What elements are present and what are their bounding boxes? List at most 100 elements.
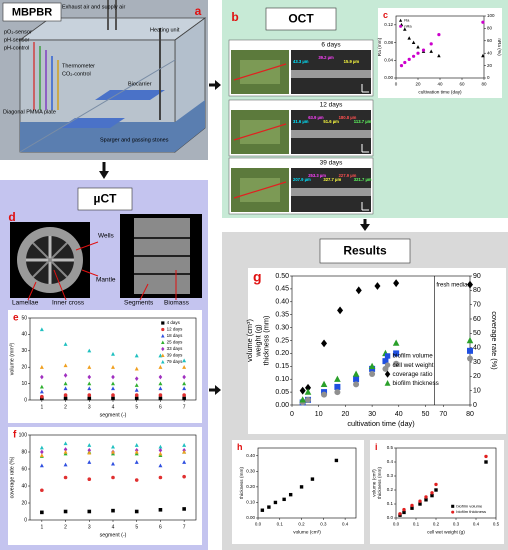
x-tick-label: 60: [459, 82, 465, 87]
data-point: [273, 500, 278, 505]
data-point: [412, 54, 416, 58]
data-point: [337, 306, 344, 315]
pointer: [53, 269, 67, 301]
data-point: [321, 391, 328, 398]
data-point: [421, 48, 426, 52]
data-point: [467, 280, 473, 289]
plot-frame: [395, 447, 497, 519]
data-point: [334, 458, 339, 463]
data-point: [87, 443, 92, 447]
pointer: [139, 283, 149, 301]
data-point: [403, 60, 407, 65]
data-point: [382, 358, 389, 365]
y-tick-label: 20: [21, 500, 27, 506]
data-point: [111, 393, 115, 397]
data-point: [481, 53, 485, 58]
y2-tick-label: 0: [487, 75, 490, 80]
data-point: [40, 449, 44, 455]
data-point: [87, 348, 92, 353]
data-point: [87, 447, 92, 453]
data-point: [374, 282, 381, 290]
x-axis-label: segment (-): [100, 532, 127, 538]
legend-label: 18 days: [167, 333, 184, 338]
data-point: [158, 393, 163, 397]
image-label: 39 days: [320, 160, 344, 167]
oct-band: [291, 188, 371, 196]
thickness-label: 227.9 µm: [339, 173, 357, 178]
x-tick-label: 0.3: [453, 522, 460, 527]
y2-tick-label: 20: [473, 373, 481, 380]
y-tick-label: 0.50: [275, 273, 289, 280]
arrow-head: [360, 224, 370, 231]
panel-letter: d: [8, 210, 15, 224]
y-axis-label: volume (cm³): [245, 319, 254, 362]
x-tick-label: 0.0: [393, 522, 400, 527]
data-point: [182, 449, 187, 454]
x-tick-label: 0.1: [413, 522, 420, 527]
thickness-label: 113.7 µm: [354, 119, 372, 124]
data-point: [63, 396, 68, 401]
data-point: [111, 381, 115, 386]
data-point: [111, 351, 115, 356]
data-point: [267, 505, 271, 509]
data-point: [424, 498, 428, 502]
x-tick-label: 50: [422, 411, 430, 418]
x-tick-label: 3: [88, 404, 91, 410]
panel-letter: g: [253, 269, 262, 285]
y-tick-label: 100: [19, 432, 28, 438]
legend-label: 79 days: [167, 359, 184, 364]
y2-tick-label: 40: [487, 50, 493, 55]
legend-label: coverage ratio: [393, 371, 433, 378]
x-tick-label: 10: [315, 411, 323, 418]
y-tick-label: 30: [21, 348, 27, 354]
data-point: [63, 441, 68, 446]
x-tick-label: 20: [415, 82, 421, 87]
y-tick-label: 0.20: [246, 484, 255, 489]
legend-label: biofilm volume: [456, 503, 483, 508]
data-point: [111, 449, 115, 454]
mbpbr-label: Biocarrier: [128, 81, 152, 87]
legend-marker: [161, 327, 165, 332]
ct-label: Lamellae: [12, 300, 39, 307]
y2-tick-label: 80: [473, 287, 481, 294]
data-point: [134, 449, 139, 454]
legend-marker: [161, 353, 165, 357]
data-point: [87, 509, 92, 514]
y2-tick-label: 30: [473, 359, 481, 366]
data-point: [134, 478, 139, 482]
data-point: [310, 477, 315, 481]
data-point: [63, 373, 68, 378]
data-point: [111, 396, 115, 401]
legend-marker: [384, 362, 391, 368]
data-point: [334, 389, 341, 396]
x-tick-label: 4: [112, 524, 115, 530]
x-tick-label: 0: [395, 82, 398, 87]
data-point: [158, 463, 163, 468]
data-point: [321, 339, 328, 348]
x-tick-label: 7: [183, 524, 186, 530]
y-tick-label: 0: [24, 517, 27, 523]
legend-marker: [161, 334, 165, 338]
data-point: [299, 485, 304, 489]
mbpbr-label: pO₂-sensor: [4, 29, 32, 35]
y-tick-label: 0.30: [275, 324, 289, 331]
y-axis-label: Ra (mm): [377, 37, 383, 56]
y-tick-label: 40: [21, 332, 27, 338]
x-axis-label: cell wet weight (g): [427, 529, 465, 535]
y-tick-label: 0.40: [246, 453, 255, 458]
data-point: [393, 350, 400, 357]
data-point: [437, 53, 441, 58]
legend-marker: [451, 510, 455, 514]
data-point: [481, 20, 485, 24]
data-point: [182, 393, 186, 397]
ct-label: Mantle: [96, 277, 116, 284]
data-point: [111, 444, 115, 449]
mbpbr-label: Diagonal PMMA plate: [3, 109, 56, 115]
image-label: 6 days: [321, 42, 341, 49]
data-point: [398, 512, 402, 516]
data-point: [158, 396, 163, 401]
data-point: [63, 449, 68, 454]
y-tick-label: 60: [21, 466, 27, 472]
data-point: [467, 355, 473, 362]
